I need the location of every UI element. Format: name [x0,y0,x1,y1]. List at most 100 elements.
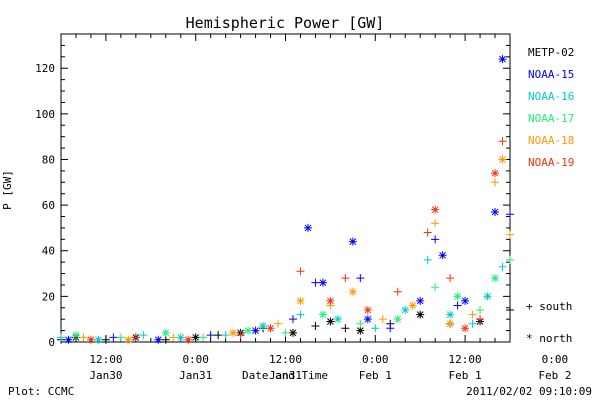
south-point [274,319,283,328]
north-point [483,292,492,301]
y-tick-label: 80 [42,153,55,166]
north-point [244,326,253,335]
y-tick-label: 20 [42,290,55,303]
south-point [214,331,223,340]
y-tick-label: 0 [48,336,55,349]
north-point [71,331,80,340]
north-point [348,287,357,296]
north-point [393,315,402,324]
south-point [371,324,380,333]
south-point [386,324,395,333]
north-point [498,155,507,164]
south-point [498,137,507,146]
south-point [199,333,208,342]
series-group [86,137,507,344]
south-point [311,278,320,287]
north-point [356,326,365,335]
x-tick-label-time: 0:00 [362,353,389,366]
x-tick-label-time: 12:00 [269,353,302,366]
south-point [423,228,432,237]
south-point [431,283,440,292]
north-point [191,333,200,342]
south-point [506,255,514,264]
south-point [116,333,125,342]
south-point [498,262,507,271]
legend-entry: NOAA-17 [528,112,574,125]
north-point [348,237,357,246]
south-point [109,333,118,342]
x-tick-label-time: 0:00 [542,353,569,366]
south-point [296,267,305,276]
south-point [446,274,455,283]
north-point [259,322,268,331]
north-point [326,296,335,305]
legend-entry: NOAA-15 [528,68,574,81]
north-point [446,319,455,328]
north-point [94,335,103,344]
north-point [86,335,95,344]
south-point [431,219,440,228]
x-tick-label-date: Jan31 [179,369,212,382]
north-point [498,55,507,64]
north-point [438,251,447,260]
south-point [476,315,485,324]
south-point [161,335,170,344]
south-point [423,255,432,264]
marker-key-entry: + south [526,300,572,313]
north-point [318,278,327,287]
north-point [326,317,335,326]
north-point [303,223,312,232]
x-tick-label-time: 12:00 [449,353,482,366]
series-group [57,255,507,344]
marker-key: + south * north [526,300,572,345]
y-tick-label: 40 [42,245,55,258]
south-point [431,235,440,244]
south-point [139,331,148,340]
south-point [236,331,245,340]
south-point [101,335,110,344]
north-point [453,292,462,301]
south-point [341,324,350,333]
north-point [318,310,327,319]
north-point [363,306,372,315]
x-tick-label-time: 12:00 [89,353,122,366]
south-point [476,306,485,315]
south-point [468,310,477,319]
south-point [57,333,65,342]
north-point [333,315,342,324]
north-point [446,310,455,319]
north-point [184,335,193,344]
south-point [453,301,462,310]
x-tick-label-date: Feb 2 [538,369,571,382]
footer-plot-credit: Plot: CCMC [8,385,74,398]
south-point [79,333,88,342]
south-point [468,319,477,328]
south-point [311,322,320,331]
axes: 0 20 40 60 80 100 120 12:00 Jan30 0:00 Jan31 12:00 J… [35,33,571,382]
south-point [296,310,305,319]
north-point [229,328,238,337]
south-point [206,331,215,340]
south-point [506,210,514,219]
north-point [296,296,305,305]
y-tick-label: 100 [35,108,55,121]
north-point [491,169,500,178]
x-tick-label-date: Jan30 [89,369,122,382]
north-point [251,326,260,335]
north-point [161,328,170,337]
legend-entry: NOAA-18 [528,134,574,147]
south-point [378,315,387,324]
north-point [288,328,297,337]
south-point [281,328,290,337]
north-point [416,296,425,305]
legend: METP-02 NOAA-15 NOAA-16 NOAA-17 NOAA-18 NOAA-… [528,46,574,169]
north-point [416,310,425,319]
south-point [506,306,514,315]
south-point [491,178,500,187]
data-points [57,55,514,344]
y-axis-label: P [GW] [1,170,14,210]
south-point [131,333,140,342]
legend-entry: METP-02 [528,46,574,59]
series-group [64,55,514,344]
